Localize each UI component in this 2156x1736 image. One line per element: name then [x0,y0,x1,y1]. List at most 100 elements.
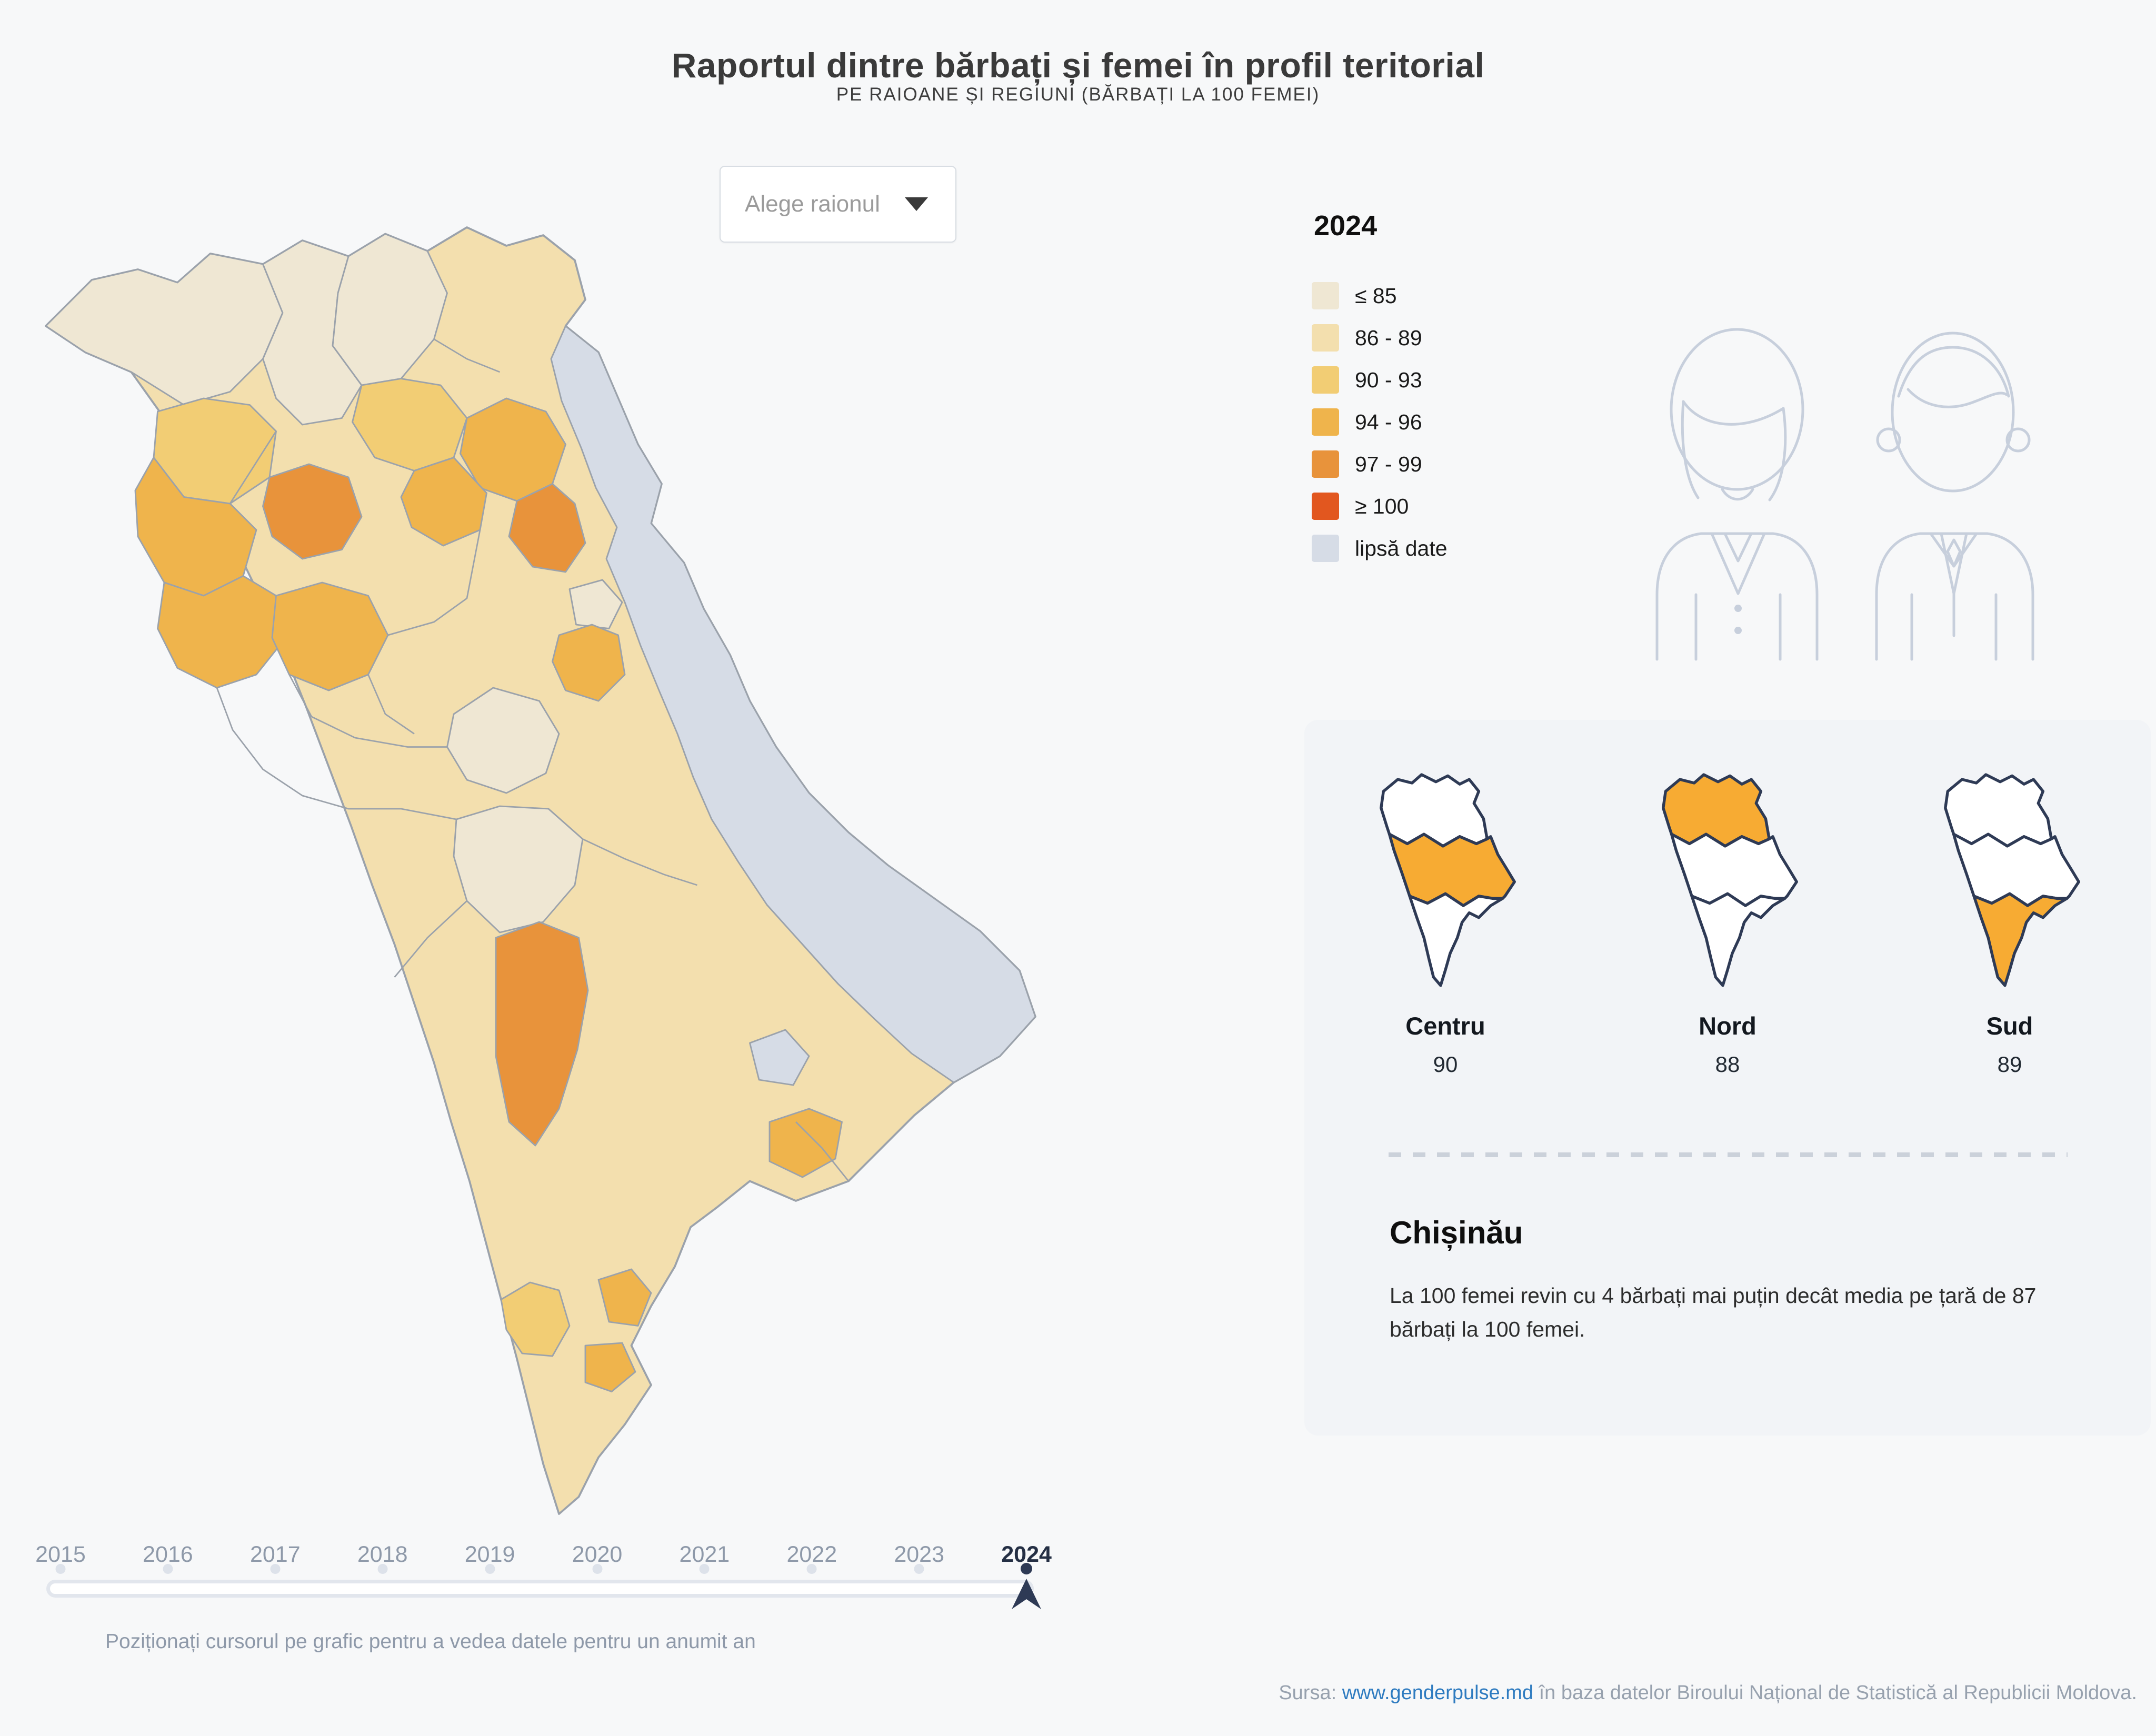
legend-item: 90 - 93 [1312,359,1448,401]
timeline-year-2017[interactable]: 2017 [249,1542,301,1567]
region-card-label: Sud [1986,1012,2033,1040]
district-border-line [229,430,277,504]
capital-name: Chișinău [1390,1215,1523,1250]
map-district[interactable] [500,1281,571,1357]
map-district[interactable] [262,239,363,426]
timeline-dot-2017[interactable] [270,1564,281,1574]
timeline-dot-2020[interactable] [592,1564,602,1574]
legend-swatch [1312,535,1339,562]
region-card-label: Centru [1405,1012,1485,1040]
legend-label: 90 - 93 [1355,367,1422,392]
map-district[interactable] [262,463,363,560]
page-title: Raportul dintre bărbați și femei în prof… [671,46,1485,85]
region-card-value: 88 [1715,1052,1740,1077]
timeline-year-2021[interactable]: 2021 [679,1542,730,1567]
legend-label: lipsă date [1355,536,1448,560]
legend-swatch [1312,324,1339,352]
mini-region-centru [1670,832,1798,907]
legend-label: 86 - 89 [1355,325,1422,350]
timeline-track[interactable] [46,1580,1034,1598]
map-district[interactable] [584,1342,636,1392]
region-card[interactable]: Centru 90 [1332,765,1559,1102]
map-district[interactable] [495,921,589,1147]
gender-icons [1655,328,2034,661]
legend-label: 97 - 99 [1355,451,1422,476]
timeline-dot-2023[interactable] [914,1564,924,1574]
region-mini-map [1944,773,2080,987]
district-border-line [367,674,415,735]
map-district[interactable] [446,687,560,794]
timeline-hint: Poziționați cursorul pe grafic pentru a … [105,1630,756,1653]
legend-item: ≤ 85 [1312,275,1448,317]
map-district[interactable] [552,624,626,702]
map-district[interactable] [453,805,584,934]
moldova-choropleth-map[interactable] [33,201,1054,1517]
caret-down-icon [905,197,928,211]
map-district[interactable] [597,1268,652,1327]
mini-region-centru [1952,832,2080,907]
timeline-year-2022[interactable]: 2022 [786,1542,837,1567]
map-district[interactable] [749,1029,810,1086]
source-line: Sursa: www.genderpulse.md în baza datelo… [1279,1682,2137,1704]
district-border-line [288,674,447,748]
map-district[interactable] [157,575,284,689]
region-mini-map [1662,773,1798,987]
page-subtitle: PE RAIOANE ȘI REGIUNI (BĂRBAȚI LA 100 FE… [836,84,1320,105]
map-district[interactable] [508,483,586,573]
source-prefix: Sursa: [1279,1682,1337,1704]
legend-swatch [1312,450,1339,478]
mini-region-sud [1972,892,2069,987]
regions-panel: Centru 90 Nord 88 Sud 89 Chișinău La 100… [1304,720,2151,1436]
district-select[interactable]: Alege raionul [720,166,956,243]
legend-swatch [1312,282,1339,309]
woman-icon [1655,328,1819,661]
timeline-marker[interactable] [1008,1563,1045,1611]
legend-year: 2024 [1314,210,1378,242]
region-cards: Centru 90 Nord 88 Sud 89 [1304,765,2151,1102]
district-border-line [582,838,697,886]
legend-item: lipsă date [1312,527,1448,569]
district-border-line [433,338,501,373]
map-district[interactable] [400,457,487,547]
region-card[interactable]: Nord 88 [1614,765,1841,1102]
legend-label: ≥ 100 [1355,494,1409,518]
source-link[interactable]: www.genderpulse.md [1342,1682,1534,1704]
legend-item: 94 - 96 [1312,401,1448,443]
legend-item: ≥ 100 [1312,485,1448,527]
timeline-dot-2021[interactable] [699,1564,710,1574]
region-card-value: 89 [1997,1052,2022,1077]
timeline-dot-2015[interactable] [55,1564,66,1574]
timeline-year-2015[interactable]: 2015 [35,1542,86,1567]
mini-region-sud [1690,892,1786,987]
timeline-dot-2022[interactable] [806,1564,817,1574]
legend-swatch [1312,493,1339,520]
mini-region-centru [1388,832,1516,907]
map-district[interactable] [550,325,1036,1083]
timeline-year-2020[interactable]: 2020 [572,1542,623,1567]
mini-region-nord [1380,773,1489,848]
district-border-line [387,529,481,636]
map-district[interactable] [568,579,623,629]
district-border-line [795,1121,850,1182]
timeline-dot-2018[interactable] [377,1564,388,1574]
region-card[interactable]: Sud 89 [1897,765,2123,1102]
region-card-label: Nord [1699,1012,1756,1040]
map-district[interactable] [332,233,448,386]
district-select-placeholder: Alege raionul [745,191,880,217]
timeline-year-2019[interactable]: 2019 [464,1542,515,1567]
capital-description: La 100 femei revin cu 4 bărbați mai puți… [1390,1283,2037,1341]
source-suffix: în baza datelor Biroului Național de Sta… [1539,1682,2137,1704]
legend-swatch [1312,366,1339,394]
timeline-dot-2016[interactable] [163,1564,173,1574]
map-district[interactable] [768,1108,843,1178]
timeline-year-2018[interactable]: 2018 [357,1542,408,1567]
region-mini-map [1380,773,1516,987]
timeline-year-2023[interactable]: 2023 [894,1542,945,1567]
timeline-dot-2019[interactable] [485,1564,495,1574]
dashed-divider [1389,1152,2068,1157]
legend-label: 94 - 96 [1355,409,1422,434]
legend-swatch [1312,408,1339,436]
timeline-year-2016[interactable]: 2016 [143,1542,193,1567]
district-border-line [216,687,457,820]
